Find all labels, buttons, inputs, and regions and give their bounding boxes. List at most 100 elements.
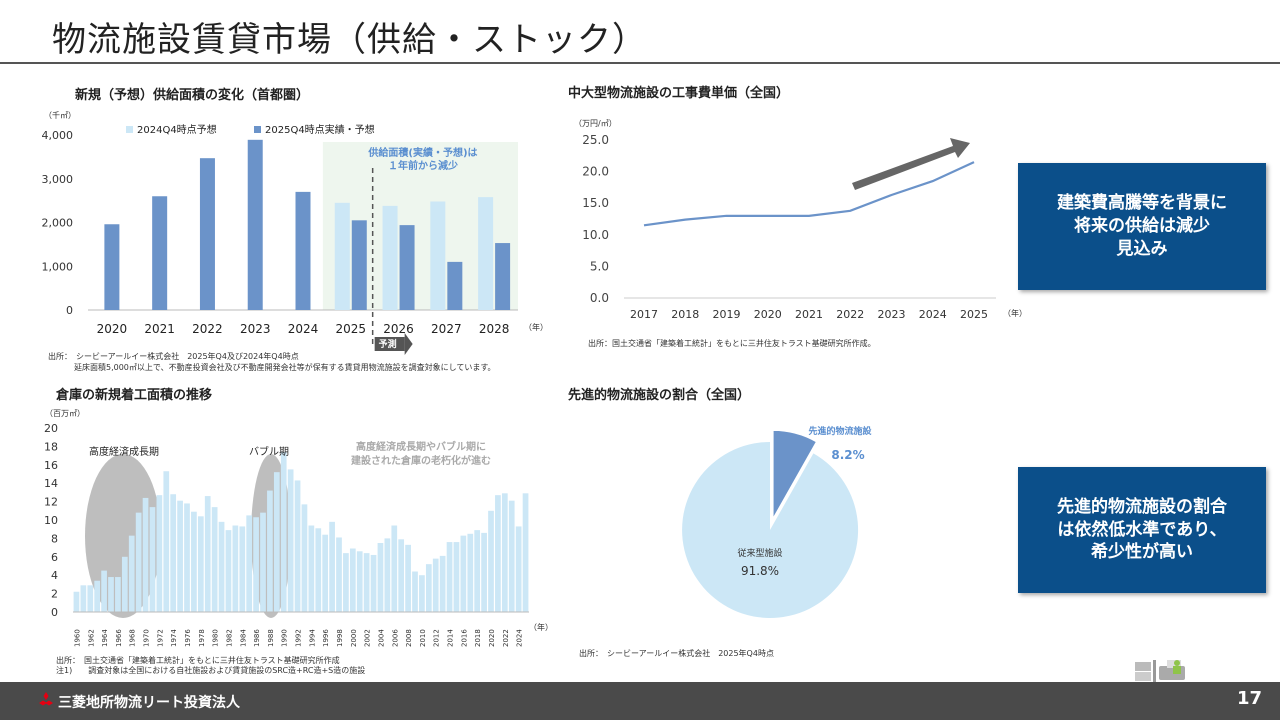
bar-warehouse-starts [239,526,246,612]
bar-warehouse-starts [446,542,453,612]
y-tick-label: 0 [66,304,73,317]
x-tick-label: 2021 [144,322,175,336]
bubble-era-label: バブル期 [249,445,289,458]
x-tick-label: 2016 [460,629,468,647]
x-tick-label: 2002 [364,629,372,647]
y-tick-label: 25.0 [582,133,609,147]
x-tick-label: 1962 [87,629,95,647]
legend-label-2025: 2025Q4時点実績・予想 [265,123,375,136]
bar-warehouse-starts [287,469,294,612]
x-tick-label: 1994 [308,629,316,647]
bar-warehouse-starts [495,495,501,612]
starts-chart-source-2: 注1) 調査対象は全国における自社施設および賃貸施設のSRC造+RC造+S造の施… [56,666,366,675]
x-tick-label: 1982 [225,629,233,647]
cost-chart: 0.0 5.0 10.0 15.0 20.0 25.0 2017 2018 2019 2020 20… [582,133,1027,321]
bar-2025q4-actual-forecast [447,261,463,310]
y-tick-label: 0.0 [590,291,609,305]
x-tick-label: 2000 [350,629,358,647]
share-chart: 先進的物流施設 8.2% 従来型施設 91.8% [682,425,872,618]
bar-warehouse-starts [474,530,481,612]
bar-warehouse-starts [425,564,432,612]
bar-warehouse-starts [308,525,315,612]
bar-warehouse-starts [370,554,377,612]
pie-slice-advanced [772,429,818,521]
bar-warehouse-starts [467,533,474,612]
bar-2025q4-actual-forecast [295,191,311,310]
y-tick-label: 2,000 [42,217,74,230]
page-title: 物流施設賃貸市場（供給・ストック） [52,20,647,60]
x-tick-label: 2026 [383,322,414,336]
pie-value-advanced: 8.2% [831,448,864,462]
bar-warehouse-starts [432,558,439,612]
legend-swatch-2025 [254,126,261,133]
y-tick-label: 10.0 [582,228,609,242]
bar-warehouse-starts [377,543,384,612]
y-tick-label: 8 [51,532,58,545]
bar-warehouse-starts [253,517,259,612]
pie-slice-conventional [682,442,859,618]
y-tick-label: 15.0 [582,196,609,210]
x-tick-label: 1964 [101,629,109,647]
y-tick-label: 16 [44,459,58,472]
supply-note-line-1: 供給面積(実績・予想)は [367,146,477,159]
x-axis-unit: （年） [1003,308,1027,318]
bar-warehouse-starts [405,544,411,612]
x-axis-unit: （年） [529,622,553,632]
y-tick-label: 20 [44,422,58,435]
y-tick-label: 4 [51,569,58,582]
x-tick-label: 2010 [419,629,427,647]
bar-warehouse-starts [267,490,273,612]
x-tick-label: 2018 [671,308,699,321]
bar-warehouse-starts [391,525,398,612]
y-tick-label: 1,000 [42,260,74,273]
bar-warehouse-starts [94,580,101,612]
bar-warehouse-starts [336,537,342,612]
cost-callout-line-3: 見込み [1116,238,1168,259]
bar-warehouse-starts [363,553,370,612]
bar-warehouse-starts [197,516,204,612]
bar-warehouse-starts [260,512,266,612]
x-tick-label: 1968 [129,629,137,647]
bar-warehouse-starts [142,497,149,612]
bar-warehouse-starts [356,551,363,612]
pie-label-advanced: 先進的物流施設 [808,425,872,437]
bar-2024q4-forecast [334,202,350,310]
bar-warehouse-starts [481,532,487,612]
x-tick-label: 2018 [474,629,482,647]
y-tick-label: 14 [44,477,58,490]
forecast-arrow-head [404,333,413,355]
x-tick-label: 1974 [170,629,178,647]
bar-warehouse-starts [184,503,190,612]
aging-note-line-1: 高度経済成長期やバブル期に [356,440,486,453]
bar-2025q4-actual-forecast [152,196,168,310]
bar-warehouse-starts [439,555,446,612]
bar-warehouse-starts [128,535,135,612]
cost-callout-line-2: 将来の供給は減少 [1074,216,1210,237]
bar-warehouse-starts [280,451,287,612]
x-tick-label: 2022 [192,322,223,336]
supply-chart-title: 新規（予想）供給面積の変化（首都圏） [75,88,310,103]
x-tick-label: 1978 [198,629,206,647]
bar-warehouse-starts [121,556,128,612]
bar-warehouse-starts [453,542,460,612]
cost-callout-line-1: 建築費高騰等を背景に [1057,193,1227,214]
rising-arrow [852,138,970,190]
bar-warehouse-starts [419,575,425,612]
bar-warehouse-starts [177,500,183,612]
bar-warehouse-starts [515,526,522,612]
footer-brand: 三菱地所物流リート投資法人 [58,695,240,711]
bar-warehouse-starts [384,538,391,612]
bar-warehouse-starts [204,496,211,612]
bar-2025q4-actual-forecast [247,139,263,310]
bar-warehouse-starts [294,480,301,612]
supply-note-line-2: １年前から減少 [388,159,458,172]
y-tick-label: 2 [51,588,58,601]
x-tick-label: 2020 [97,322,128,336]
share-chart-source: 出所： シービーアールイー株式会社 2025年Q4時点 [579,649,774,658]
bar-2025q4-actual-forecast [104,224,120,310]
bar-warehouse-starts [232,525,239,612]
forklift-icon [1135,660,1185,682]
share-callout-line-2: は依然低水準であり、 [1057,519,1227,540]
forecast-label: 予測 [379,338,397,350]
x-tick-label: 1976 [184,629,192,647]
